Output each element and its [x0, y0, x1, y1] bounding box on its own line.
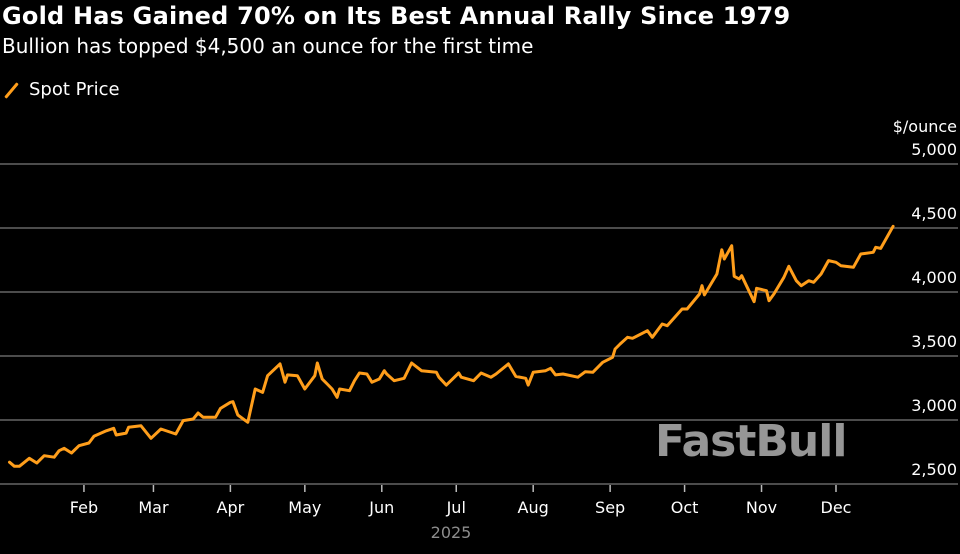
series-line-spot-price: [8, 224, 895, 468]
x-tick-label: May: [288, 498, 321, 517]
x-tick-label: Oct: [671, 498, 699, 517]
x-tick-label: Sep: [595, 498, 625, 517]
x-tick-label: Feb: [70, 498, 98, 517]
x-axis-label: 2025: [431, 523, 472, 542]
x-tick-label: Mar: [138, 498, 169, 517]
chart-subtitle: Bullion has topped $4,500 an ounce for t…: [2, 34, 534, 58]
legend-label: Spot Price: [29, 79, 120, 100]
x-tick-label: Aug: [518, 498, 549, 517]
y-tick-label: 3,000: [911, 396, 957, 415]
x-tick-label: Jul: [446, 498, 466, 517]
y-tick-label: 3,500: [911, 332, 957, 351]
y-tick-label: 4,000: [911, 268, 957, 287]
y-tick-label: 2,500: [911, 460, 957, 479]
x-tick-label: Nov: [746, 498, 777, 517]
y-axis-label: $/ounce: [893, 117, 957, 136]
x-tick-label: Dec: [821, 498, 852, 517]
x-tick-label: Apr: [217, 498, 245, 517]
chart-title: Gold Has Gained 70% on Its Best Annual R…: [2, 2, 791, 30]
y-tick-label: 4,500: [911, 204, 957, 223]
x-tick-label: Jun: [368, 498, 394, 517]
y-tick-label: 5,000: [911, 140, 957, 159]
legend: Spot Price: [3, 79, 120, 100]
watermark-logo: FastBull: [655, 416, 847, 467]
